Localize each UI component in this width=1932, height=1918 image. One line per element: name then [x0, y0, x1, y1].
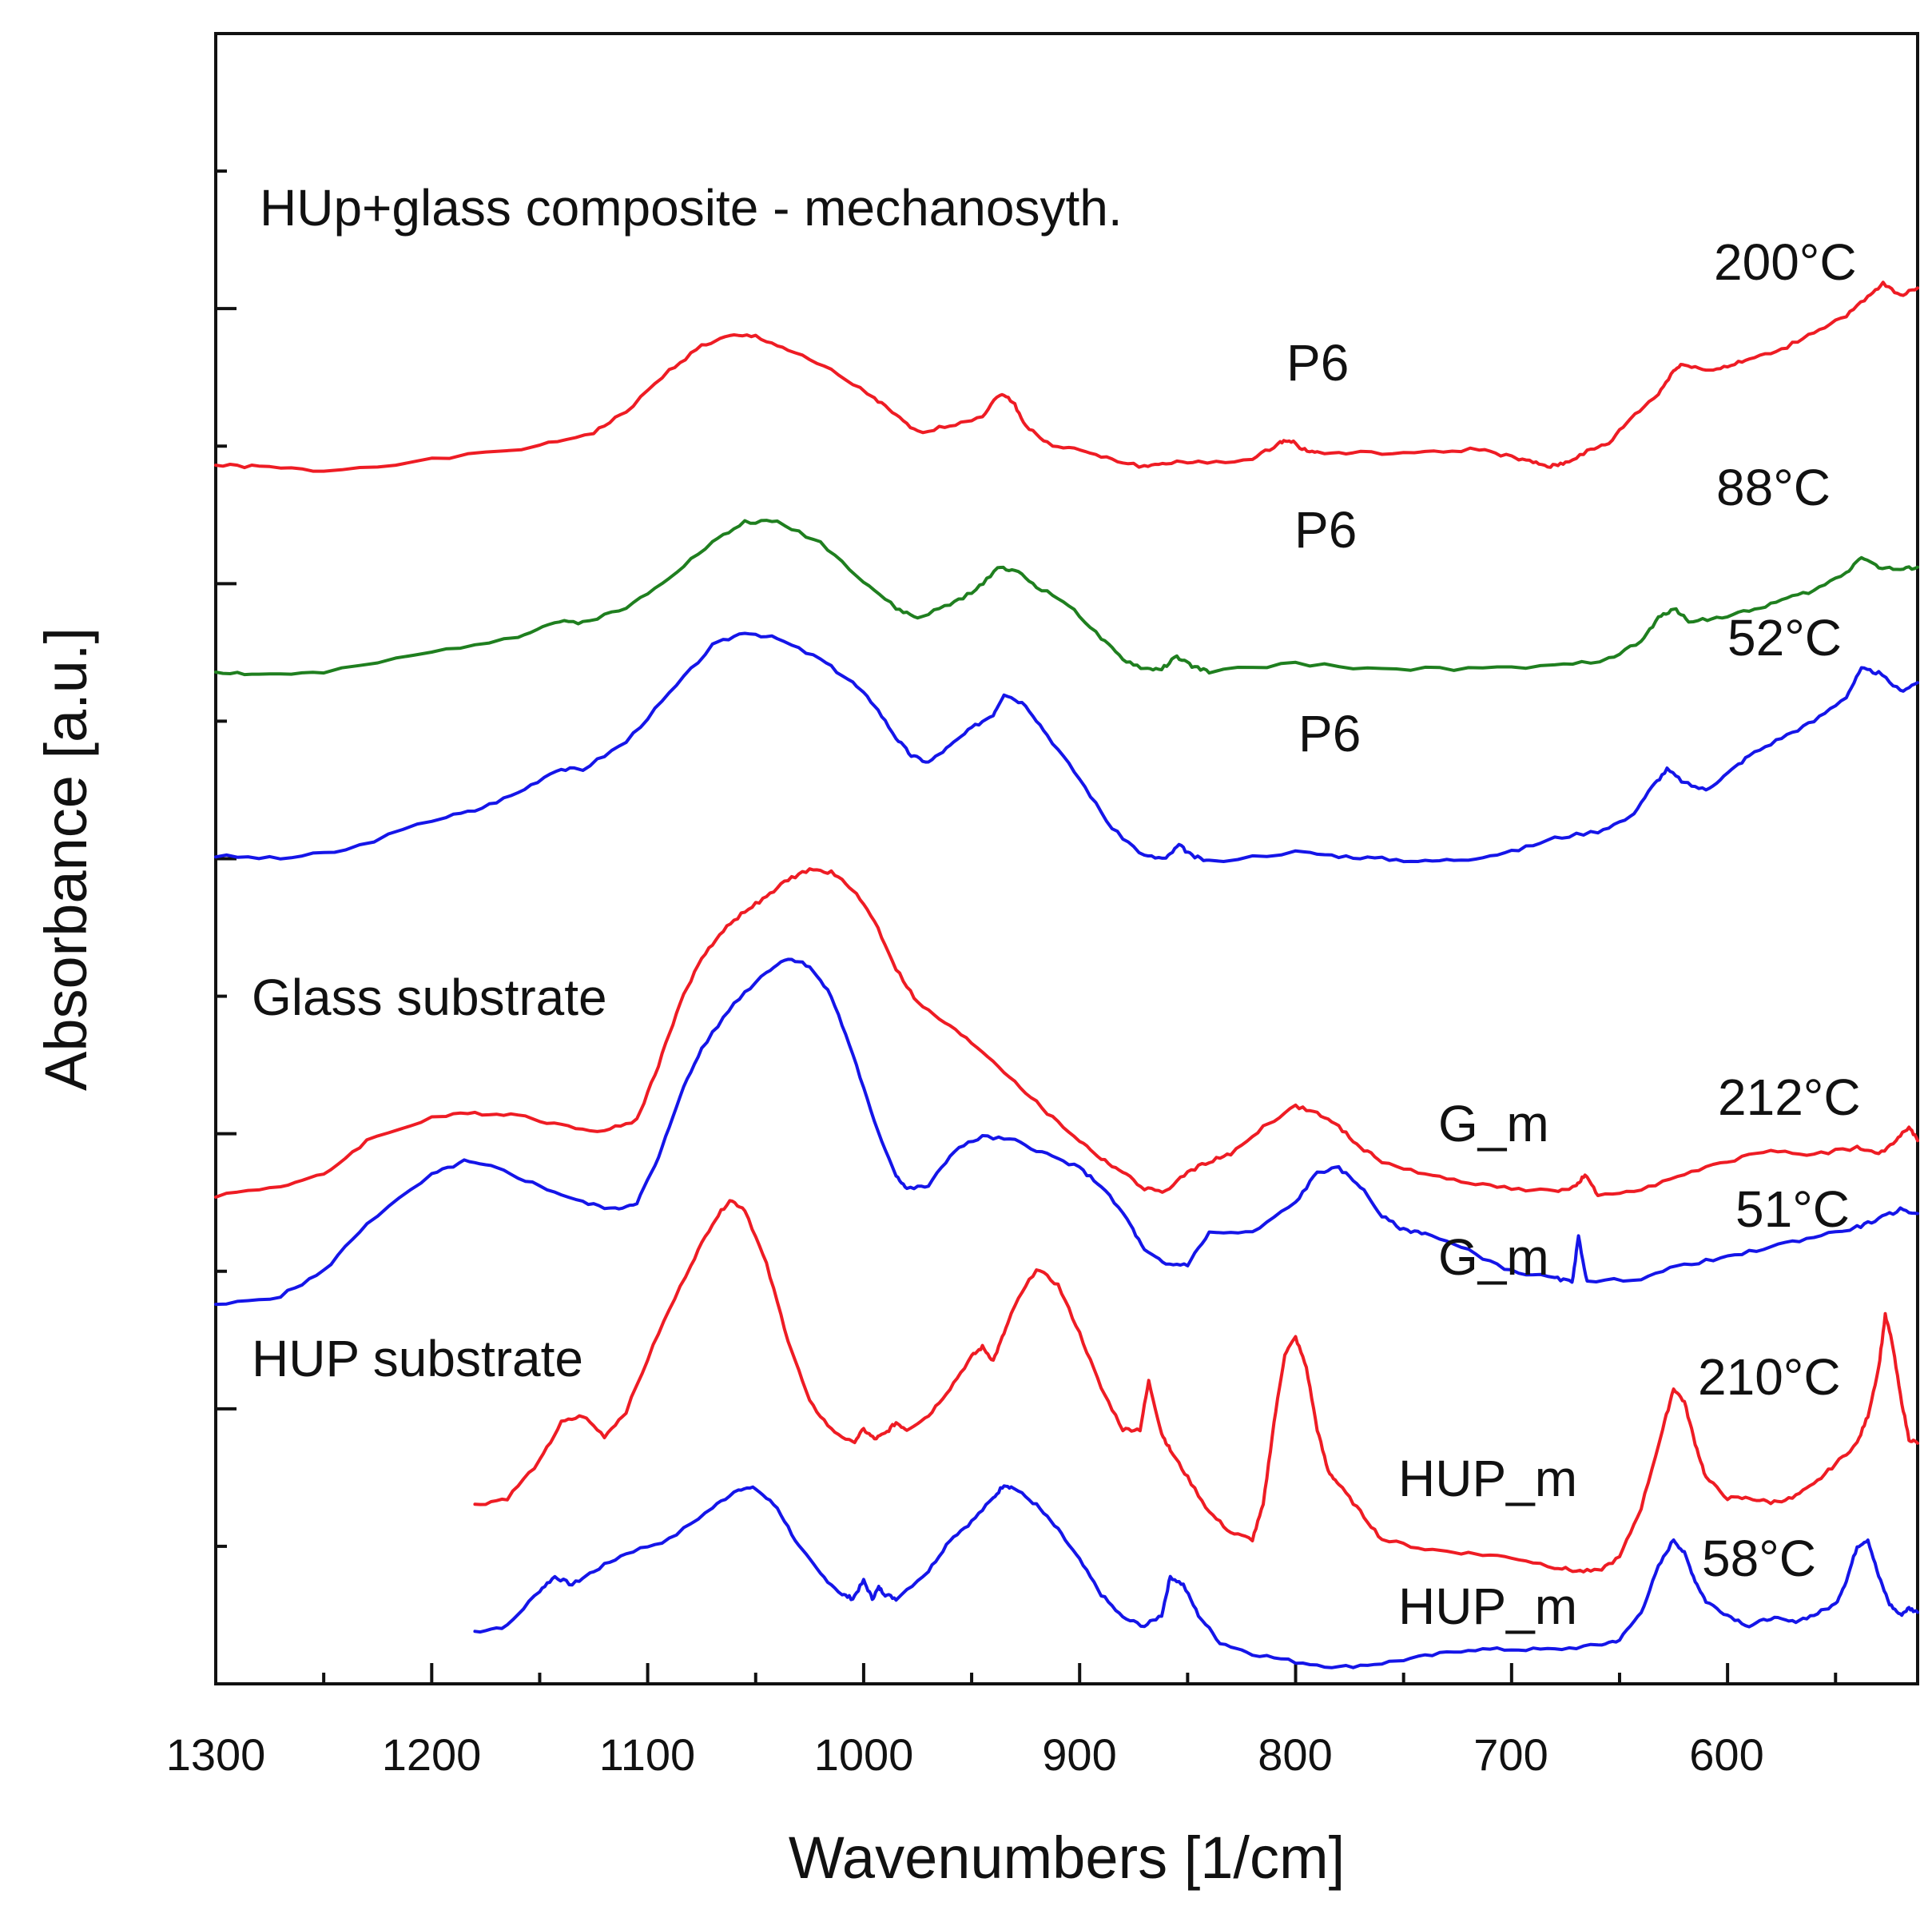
label-hupm-210: HUP_m	[1398, 1450, 1577, 1507]
label-p6-88: P6	[1294, 501, 1357, 559]
chart-title: HUp+glass composite - mechanosyth.	[260, 179, 1123, 237]
temp-p6-52: 52°C	[1727, 609, 1842, 667]
x-tick-label-1000: 1000	[814, 1729, 914, 1780]
x-tick-label-600: 600	[1689, 1729, 1763, 1780]
x-tick-label-1200: 1200	[382, 1729, 482, 1780]
series-line-p6-88-c	[214, 519, 1919, 677]
axis-ticks	[214, 169, 1838, 1684]
x-tick-label-1100: 1100	[599, 1729, 695, 1780]
series-line-g-m-212-c	[214, 867, 1919, 1199]
label-hupm-58: HUP_m	[1398, 1578, 1577, 1635]
x-axis-title: Wavenumbers [1/cm]	[789, 1824, 1345, 1891]
temp-hupm-58: 58°C	[1702, 1530, 1816, 1587]
x-tick-label-900: 900	[1042, 1729, 1116, 1780]
x-tick-label-700: 700	[1473, 1729, 1548, 1780]
spectra-layer	[214, 281, 1919, 1669]
temp-p6-200: 200°C	[1714, 233, 1857, 291]
group-label-hup: HUP substrate	[252, 1330, 583, 1387]
temp-hupm-210: 210°C	[1698, 1348, 1841, 1406]
group-label-glass: Glass substrate	[252, 969, 607, 1026]
series-line-hup-m-58-c	[473, 1484, 1919, 1669]
label-gm-212: G_m	[1438, 1095, 1549, 1152]
temp-p6-88: 88°C	[1716, 459, 1831, 516]
series-line-p6-52-c	[214, 631, 1919, 864]
x-tick-label-1300: 1300	[166, 1729, 266, 1780]
series-line-p6-200-c	[214, 281, 1919, 473]
label-gm-51: G_m	[1438, 1228, 1549, 1286]
x-tick-label-800: 800	[1258, 1729, 1332, 1780]
label-p6-52: P6	[1298, 705, 1361, 762]
series-line-hup-m-210-c	[473, 1199, 1919, 1574]
series-line-g-m-51-c	[214, 957, 1919, 1307]
y-axis-title: Absorbance [a.u.]	[33, 627, 99, 1091]
temp-gm-212: 212°C	[1718, 1068, 1861, 1126]
label-p6-200: P6	[1286, 334, 1349, 392]
temp-gm-51: 51°C	[1735, 1180, 1850, 1238]
